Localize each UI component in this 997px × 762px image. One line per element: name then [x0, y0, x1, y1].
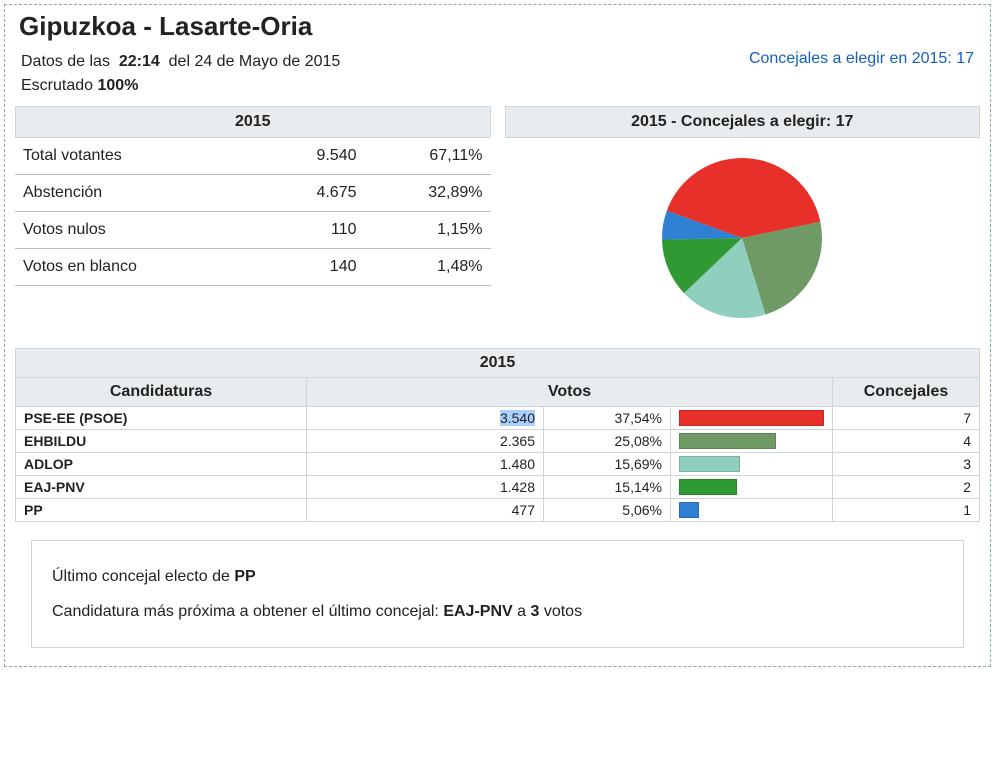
col-concejales: Concejales: [833, 378, 980, 407]
summary-row: Abstención4.67532,89%: [15, 175, 491, 212]
party-votes: 1.428: [307, 476, 544, 499]
meta-row: Datos de las 22:14 del 24 de Mayo de 201…: [5, 50, 990, 106]
chart-column: 2015 - Concejales a elegir: 17: [505, 106, 981, 334]
footnote-2b: EAJ-PNV: [443, 603, 512, 620]
summary-pct: 32,89%: [365, 175, 491, 212]
party-bar-cell: [671, 476, 833, 499]
scrut-value: 100%: [98, 77, 139, 94]
results-row: PSE-EE (PSOE)3.54037,54% 7: [16, 407, 980, 430]
results-row: PP4775,06% 1: [16, 499, 980, 522]
footnote-1b: PP: [234, 568, 255, 585]
party-pct: 15,14%: [544, 476, 671, 499]
party-bar: [679, 479, 737, 495]
summary-row: Total votantes9.54067,11%: [15, 138, 491, 175]
meta-time: 22:14: [119, 53, 160, 70]
summary-label: Votos en blanco: [15, 249, 239, 286]
col-votos: Votos: [307, 378, 833, 407]
col-candidatura: Candidaturas: [16, 378, 307, 407]
party-bar-cell: [671, 453, 833, 476]
results-row: EAJ-PNV1.42815,14% 2: [16, 476, 980, 499]
summary-row: Votos nulos1101,15%: [15, 212, 491, 249]
summary-table: Total votantes9.54067,11%Abstención4.675…: [15, 138, 491, 286]
party-seats: 3: [833, 453, 980, 476]
party-seats: 7: [833, 407, 980, 430]
party-name: PSE-EE (PSOE): [16, 407, 307, 430]
two-col: 2015 Total votantes9.54067,11%Abstención…: [5, 106, 990, 334]
party-pct: 5,06%: [544, 499, 671, 522]
summary-pct: 67,11%: [365, 138, 491, 175]
summary-label: Abstención: [15, 175, 239, 212]
summary-column: 2015 Total votantes9.54067,11%Abstención…: [15, 106, 491, 334]
seats-link[interactable]: Concejales a elegir en 2015: 17: [749, 50, 974, 67]
meta-date: del 24 de Mayo de 2015: [169, 53, 341, 70]
party-bar: [679, 502, 699, 518]
footnote-line-1: Último concejal electo de PP: [52, 559, 943, 594]
party-votes: 2.365: [307, 430, 544, 453]
summary-value: 110: [239, 212, 365, 249]
party-seats: 2: [833, 476, 980, 499]
party-bar-cell: [671, 499, 833, 522]
summary-year-header: 2015: [15, 106, 491, 138]
meta-prefix: Datos de las: [21, 53, 110, 70]
page: Gipuzkoa - Lasarte-Oria Datos de las 22:…: [4, 4, 991, 667]
party-votes: 1.480: [307, 453, 544, 476]
party-seats: 4: [833, 430, 980, 453]
footnote-2c: a: [513, 603, 531, 620]
summary-pct: 1,15%: [365, 212, 491, 249]
party-pct: 25,08%: [544, 430, 671, 453]
meta-left: Datos de las 22:14 del 24 de Mayo de 201…: [21, 50, 340, 98]
footnote-2e: votos: [539, 603, 582, 620]
results-row: ADLOP1.48015,69% 3: [16, 453, 980, 476]
party-pct: 37,54%: [544, 407, 671, 430]
summary-label: Votos nulos: [15, 212, 239, 249]
party-name: PP: [16, 499, 307, 522]
scrut-label: Escrutado: [21, 77, 93, 94]
pie-chart: [505, 138, 981, 334]
party-seats: 1: [833, 499, 980, 522]
summary-row: Votos en blanco1401,48%: [15, 249, 491, 286]
footnote-2a: Candidatura más próxima a obtener el últ…: [52, 603, 443, 620]
party-name: EHBILDU: [16, 430, 307, 453]
party-votes: 477: [307, 499, 544, 522]
results-table: 2015 Candidaturas Votos Concejales PSE-E…: [15, 348, 980, 522]
results-row: EHBILDU2.36525,08% 4: [16, 430, 980, 453]
pie-svg: [627, 148, 857, 328]
page-title: Gipuzkoa - Lasarte-Oria: [19, 11, 990, 42]
party-bar: [679, 410, 824, 426]
party-votes: 3.540: [307, 407, 544, 430]
party-name: EAJ-PNV: [16, 476, 307, 499]
party-bar: [679, 456, 740, 472]
summary-value: 140: [239, 249, 365, 286]
results-super-header: 2015: [16, 349, 980, 378]
summary-pct: 1,48%: [365, 249, 491, 286]
party-bar-cell: [671, 430, 833, 453]
meta-right: Concejales a elegir en 2015: 17: [749, 50, 974, 68]
party-bar-cell: [671, 407, 833, 430]
footnote-box: Último concejal electo de PP Candidatura…: [31, 540, 964, 648]
chart-header: 2015 - Concejales a elegir: 17: [505, 106, 981, 138]
party-pct: 15,69%: [544, 453, 671, 476]
summary-value: 4.675: [239, 175, 365, 212]
summary-label: Total votantes: [15, 138, 239, 175]
summary-value: 9.540: [239, 138, 365, 175]
footnote-line-2: Candidatura más próxima a obtener el últ…: [52, 594, 943, 629]
party-name: ADLOP: [16, 453, 307, 476]
party-bar: [679, 433, 776, 449]
footnote-1a: Último concejal electo de: [52, 568, 234, 585]
